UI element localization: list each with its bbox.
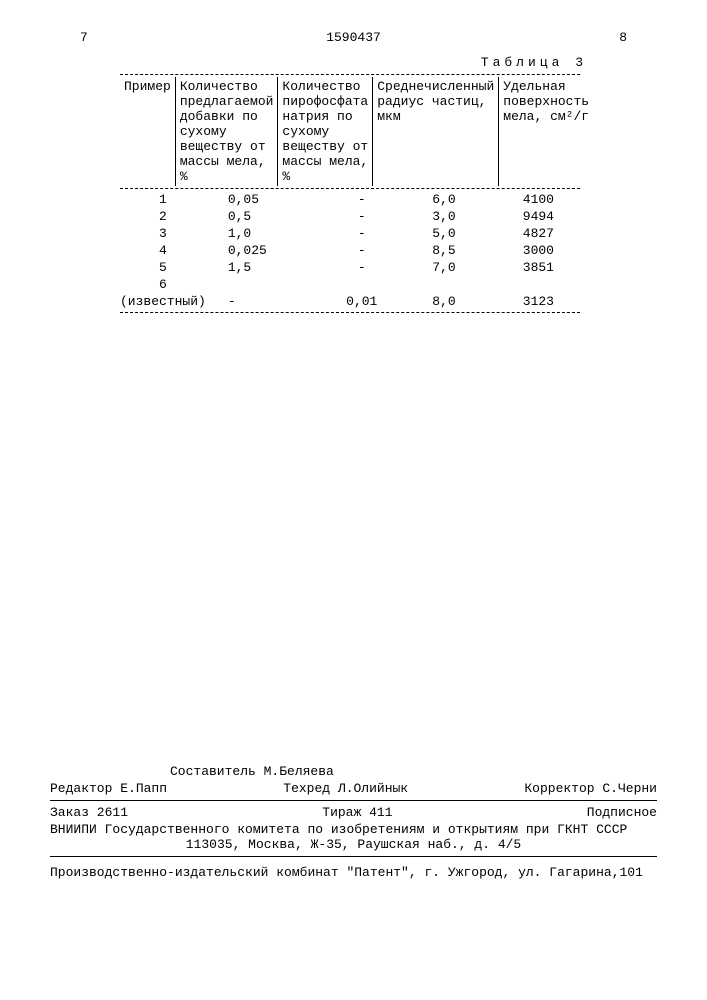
publisher: Производственно-издательский комбинат "П… [50,865,657,880]
table-cell [210,276,317,293]
table-row: 20,5-3,09494 [120,208,580,225]
table-cell: 1,0 [210,225,317,242]
table-cell: - [210,293,317,310]
table-border-top [120,74,580,75]
table-cell: - [316,208,407,225]
address: 113035, Москва, Ж-35, Раушская наб., д. … [50,837,657,852]
subscription: Подписное [587,805,657,820]
divider-1 [50,800,657,801]
table-cell: 0,5 [210,208,317,225]
table-cell [316,276,407,293]
col-header-surface: Удельная поверхность мела, см²/г [499,77,593,186]
table-row: (известный)-0,018,03123 [120,293,580,310]
col-header-primer: Пример [120,77,175,186]
circulation: Тираж 411 [322,805,392,820]
divider-2 [50,856,657,857]
table-row: 31,0-5,04827 [120,225,580,242]
table-container: Пример Количество предлагаемой добавки п… [120,74,580,313]
table-cell: 0,05 [210,191,317,208]
table-row: 40,025-8,53000 [120,242,580,259]
organization: ВНИИПИ Государственного комитета по изоб… [50,822,657,837]
table-cell: 3,0 [407,208,481,225]
table-row: 51,5-7,03851 [120,259,580,276]
corrector: Корректор С.Черни [524,781,657,796]
table-cell: - [316,191,407,208]
table-border-bottom [120,312,580,313]
table-cell: 6 [120,276,210,293]
table-cell: 4 [120,242,210,259]
table-cell: 6,0 [407,191,481,208]
editor: Редактор Е.Папп [50,781,167,796]
table-cell: 3123 [481,293,580,310]
table-cell: 3000 [481,242,580,259]
table-cell [481,276,580,293]
table-cell: 0,01 [316,293,407,310]
table-cell [407,276,481,293]
page-number-right: 8 [597,30,627,45]
table-cell: - [316,242,407,259]
table-cell: 2 [120,208,210,225]
table-row: 10,05-6,04100 [120,191,580,208]
footer-block: Составитель М.Беляева Редактор Е.Папп Те… [50,764,657,880]
order-number: Заказ 2611 [50,805,128,820]
order-row: Заказ 2611 Тираж 411 Подписное [50,805,657,820]
tech-editor: Техред Л.Олийнык [283,781,408,796]
page-header: 7 1590437 8 [60,30,647,45]
table-cell: 3 [120,225,210,242]
table-cell: (известный) [120,293,210,310]
table-cell: 5 [120,259,210,276]
table-header-row: Пример Количество предлагаемой добавки п… [120,77,593,186]
table-cell: 4827 [481,225,580,242]
table-cell: 0,025 [210,242,317,259]
table-cell: 1 [120,191,210,208]
col-header-additive: Количество предлагаемой добавки по сухом… [175,77,278,186]
table-cell: - [316,225,407,242]
table-border-mid [120,188,580,189]
table-cell: 5,0 [407,225,481,242]
table-cell: 8,5 [407,242,481,259]
table-row: 6 [120,276,580,293]
table-cell: 1,5 [210,259,317,276]
compiler-line: Составитель М.Беляева [50,764,657,779]
table-cell: 3851 [481,259,580,276]
data-table-body: 10,05-6,0410020,5-3,0949431,0-5,0482740,… [120,191,580,310]
data-table: Пример Количество предлагаемой добавки п… [120,77,593,186]
col-header-pyrophosphate: Количество пирофосфата натрия по сухому … [278,77,373,186]
table-caption: Таблица 3 [60,55,647,70]
table-cell: 4100 [481,191,580,208]
table-cell: - [316,259,407,276]
table-cell: 9494 [481,208,580,225]
page: 7 1590437 8 Таблица 3 Пример Количество … [0,0,707,940]
page-number-left: 7 [80,30,110,45]
col-header-radius: Среднечисленный радиус частиц, мкм [373,77,499,186]
table-cell: 8,0 [407,293,481,310]
table-cell: 7,0 [407,259,481,276]
document-number: 1590437 [110,30,597,45]
credits-row: Редактор Е.Папп Техред Л.Олийнык Коррект… [50,781,657,796]
